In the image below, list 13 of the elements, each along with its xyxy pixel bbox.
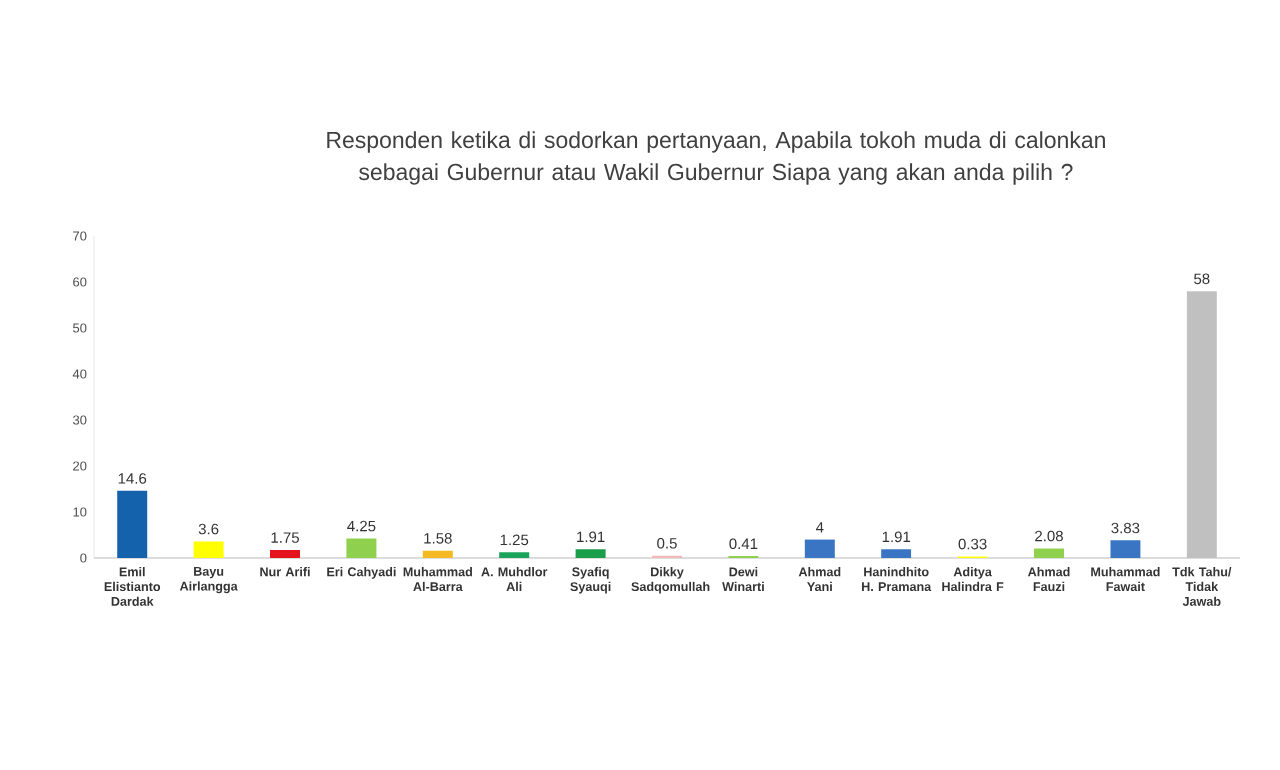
bar bbox=[499, 552, 530, 558]
bar bbox=[346, 538, 377, 558]
bar bbox=[881, 549, 912, 558]
bar bbox=[193, 541, 224, 558]
bar bbox=[1110, 540, 1141, 558]
bar bbox=[270, 549, 301, 558]
bar bbox=[575, 549, 606, 558]
chart-title: Responden ketika di sodorkan pertanyaan, Apabila tokoh muda di calonkan sebagai Gubernur atau Wakil Gubernur Siapa yang akan anda pilih ? bbox=[327, 131, 1105, 185]
bar bbox=[804, 539, 835, 558]
bar bbox=[422, 550, 453, 558]
bar bbox=[1186, 291, 1217, 558]
bar bbox=[1034, 548, 1064, 558]
bar bbox=[117, 490, 148, 558]
